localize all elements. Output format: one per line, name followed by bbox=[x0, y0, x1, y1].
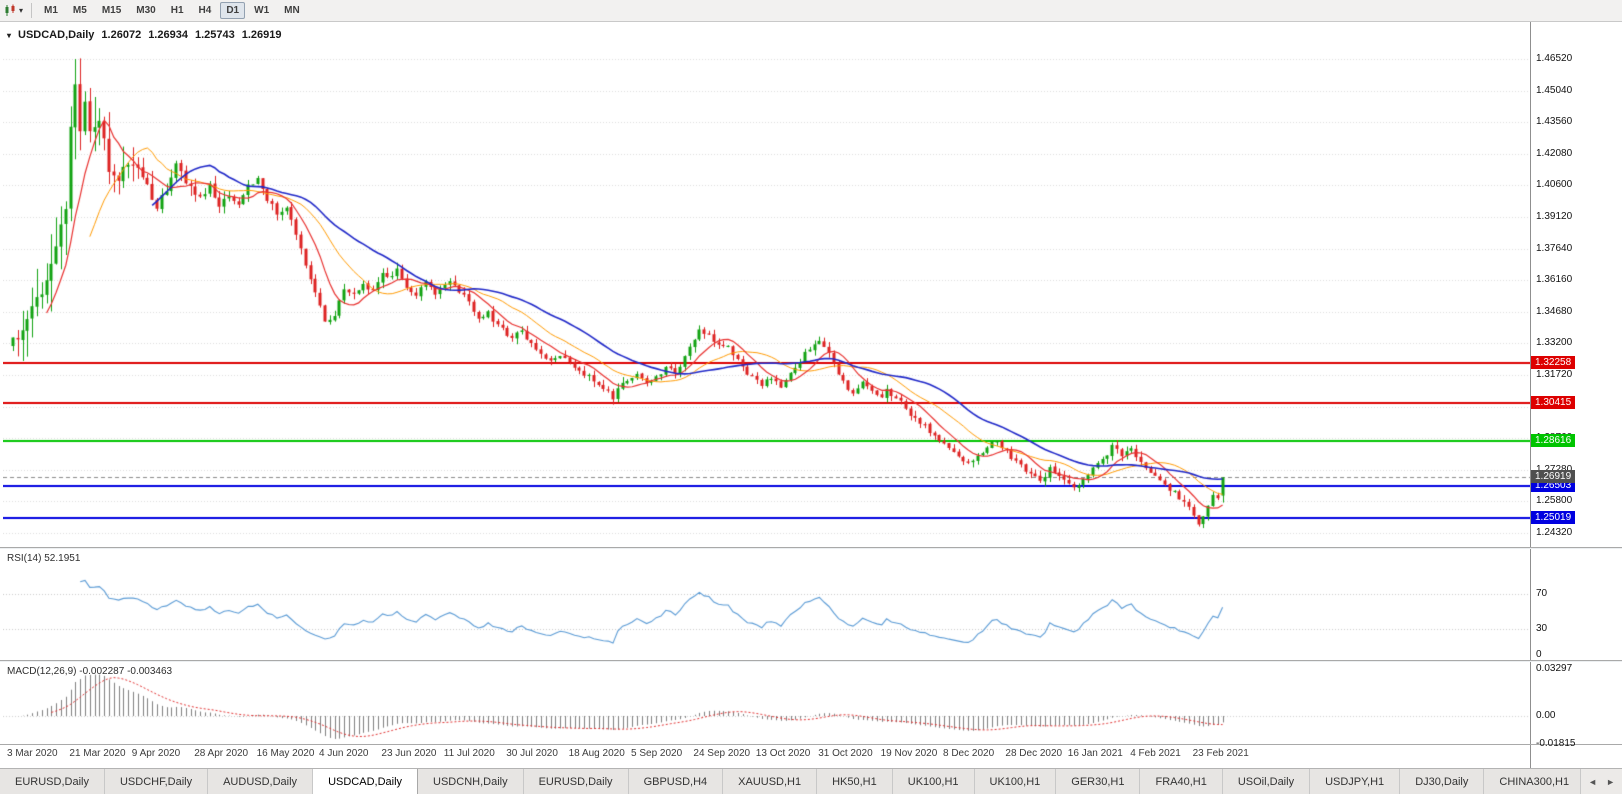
tab-scroll-left-icon[interactable]: ◄ bbox=[1588, 776, 1598, 787]
timeframe-button[interactable]: M15 bbox=[96, 2, 127, 19]
time-axis-label: 13 Oct 2020 bbox=[755, 748, 811, 759]
panel-separator[interactable] bbox=[0, 660, 1622, 662]
price-axis-label: 1.31720 bbox=[1536, 369, 1573, 380]
chart-symbol-label: USDCAD,Daily bbox=[18, 29, 95, 41]
time-axis-label: 30 Jul 2020 bbox=[506, 748, 558, 759]
chart-tab[interactable]: FRA40,H1 bbox=[1140, 769, 1223, 794]
price-axis-label: 1.42080 bbox=[1536, 148, 1573, 159]
macd-axis-label: 0.03297 bbox=[1536, 663, 1573, 674]
rsi-axis-label: 30 bbox=[1536, 623, 1548, 634]
price-level-tag[interactable]: 1.28616 bbox=[1531, 434, 1576, 447]
chart-tab[interactable]: USDCHF,Daily bbox=[104, 769, 209, 794]
price-axis-label: 1.27280 bbox=[1536, 464, 1572, 475]
ohlc-high: 1.26934 bbox=[148, 29, 188, 41]
timeframe-button[interactable]: W1 bbox=[248, 2, 275, 19]
panel-separator[interactable] bbox=[0, 547, 1622, 549]
chart-tab[interactable]: UK100,H1 bbox=[974, 769, 1057, 794]
time-axis-label: 23 Feb 2021 bbox=[1192, 748, 1249, 759]
macd-axis-label: 0.00 bbox=[1536, 710, 1556, 721]
chart-tab[interactable]: XAUUSD,H1 bbox=[723, 769, 818, 794]
time-axis-label: 31 Oct 2020 bbox=[818, 748, 873, 759]
time-axis-label: 3 Mar 2020 bbox=[7, 748, 58, 759]
time-axis-label: 16 May 2020 bbox=[256, 748, 315, 759]
price-level-tag[interactable]: 1.32258 bbox=[1531, 356, 1576, 369]
rsi-indicator-canvas[interactable] bbox=[3, 549, 1530, 660]
time-axis-label: 24 Sep 2020 bbox=[693, 748, 751, 759]
dropdown-caret-icon[interactable]: ▾ bbox=[19, 6, 24, 15]
time-axis-label: 9 Apr 2020 bbox=[131, 748, 181, 759]
chart-tab[interactable]: EURUSD,Daily bbox=[523, 769, 629, 794]
ohlc-low: 1.25743 bbox=[194, 29, 235, 41]
chart-tab[interactable]: USDCNH,Daily bbox=[418, 769, 524, 794]
rsi-axis-label: 70 bbox=[1536, 588, 1548, 599]
price-axis-label: 1.40600 bbox=[1536, 179, 1573, 190]
macd-axis-label: -0.01815 bbox=[1536, 738, 1576, 749]
price-axis[interactable] bbox=[1530, 22, 1622, 768]
time-axis-label: 21 Mar 2020 bbox=[69, 748, 126, 759]
timeframe-button[interactable]: H1 bbox=[165, 2, 190, 19]
price-axis-label: 1.34680 bbox=[1536, 306, 1573, 317]
price-level-tag[interactable]: 1.30415 bbox=[1531, 396, 1576, 409]
timeframe-button[interactable]: D1 bbox=[220, 2, 246, 19]
toolbar-separator bbox=[31, 3, 33, 18]
time-axis-label: 18 Aug 2020 bbox=[568, 748, 625, 759]
chart-menu-caret-icon[interactable]: ▾ bbox=[7, 30, 12, 40]
timeframe-toolbar: ▾ M1 M5 M15 M30 H1 H4 D1 W1 MN bbox=[0, 0, 1622, 22]
price-axis-label: 1.37640 bbox=[1536, 243, 1573, 254]
price-axis-label: 1.46520 bbox=[1536, 53, 1573, 64]
price-axis-label: 1.45040 bbox=[1536, 85, 1573, 96]
timeframe-button[interactable]: MN bbox=[278, 2, 306, 19]
macd-label: MACD(12,26,9) -0.002287 -0.003463 bbox=[7, 666, 173, 677]
time-axis-label: 19 Nov 2020 bbox=[880, 748, 938, 759]
chart-title: ▾ USDCAD,Daily 1.26072 1.26934 1.25743 1… bbox=[7, 29, 281, 41]
time-axis-label: 23 Jun 2020 bbox=[381, 748, 437, 759]
time-axis-separator bbox=[0, 744, 1622, 745]
chart-tab[interactable]: AUDUSD,Daily bbox=[208, 769, 314, 794]
chart-tabs: EURUSD,Daily USDCHF,Daily AUDUSD,Daily USDC… bbox=[0, 769, 1581, 794]
chart-tab-bar: EURUSD,Daily USDCHF,Daily AUDUSD,Daily USDC… bbox=[0, 768, 1622, 794]
chart-tab[interactable]: DJ30,Daily bbox=[1400, 769, 1485, 794]
timeframe-button[interactable]: M5 bbox=[67, 2, 93, 19]
time-axis-label: 28 Dec 2020 bbox=[1005, 748, 1063, 759]
chart-tab[interactable]: UK100,H1 bbox=[892, 769, 975, 794]
time-axis-label: 4 Feb 2021 bbox=[1130, 748, 1181, 759]
price-axis-label: 1.25800 bbox=[1536, 495, 1573, 506]
timeframe-buttons: M1 M5 M15 M30 H1 H4 D1 W1 MN bbox=[38, 2, 309, 19]
timeframe-button[interactable]: H4 bbox=[193, 2, 218, 19]
ohlc-close: 1.26919 bbox=[241, 29, 282, 41]
price-axis-label: 1.39120 bbox=[1536, 211, 1573, 222]
chart-tab[interactable]: USDJPY,H1 bbox=[1310, 769, 1401, 794]
time-axis-label: 28 Apr 2020 bbox=[194, 748, 249, 759]
chart-tab[interactable]: HK50,H1 bbox=[817, 769, 893, 794]
rsi-label: RSI(14) 52.1951 bbox=[7, 553, 81, 564]
chart-tab[interactable]: USOil,Daily bbox=[1222, 769, 1311, 794]
chart-type-icon[interactable] bbox=[4, 4, 18, 17]
time-axis-label: 11 Jul 2020 bbox=[443, 748, 495, 759]
price-axis-label: 1.43560 bbox=[1536, 116, 1573, 127]
price-level-tag[interactable]: 1.25019 bbox=[1531, 511, 1576, 524]
time-axis-label: 4 Jun 2020 bbox=[319, 748, 369, 759]
price-axis-label: 1.33200 bbox=[1536, 337, 1573, 348]
tab-scroll-buttons: ◄ ► bbox=[1580, 769, 1622, 794]
time-axis-label: 5 Sep 2020 bbox=[631, 748, 683, 759]
price-axis-label: 1.24320 bbox=[1536, 527, 1573, 538]
chart-tab[interactable]: USDCAD,Daily bbox=[313, 769, 419, 794]
rsi-axis-label: 0 bbox=[1536, 649, 1542, 660]
chart-window: ▾ USDCAD,Daily 1.26072 1.26934 1.25743 1… bbox=[0, 22, 1622, 768]
chart-tab[interactable]: GBPUSD,H4 bbox=[628, 769, 724, 794]
tab-scroll-right-icon[interactable]: ► bbox=[1606, 776, 1615, 787]
time-axis-label: 16 Jan 2021 bbox=[1067, 748, 1123, 759]
chart-tab[interactable]: GER30,H1 bbox=[1056, 769, 1141, 794]
time-axis-label: 8 Dec 2020 bbox=[943, 748, 995, 759]
ohlc-open: 1.26072 bbox=[101, 29, 142, 41]
macd-indicator-canvas[interactable] bbox=[3, 662, 1530, 744]
current-price-tag: 1.26919 bbox=[1531, 470, 1576, 483]
chart-tab[interactable]: CHINA300,H1 bbox=[1484, 769, 1581, 794]
timeframe-button[interactable]: M1 bbox=[38, 2, 64, 19]
chart-tab[interactable]: EURUSD,Daily bbox=[0, 769, 105, 794]
price-chart-canvas[interactable] bbox=[3, 25, 1530, 547]
timeframe-button[interactable]: M30 bbox=[130, 2, 161, 19]
price-axis-label: 1.36160 bbox=[1536, 274, 1573, 285]
